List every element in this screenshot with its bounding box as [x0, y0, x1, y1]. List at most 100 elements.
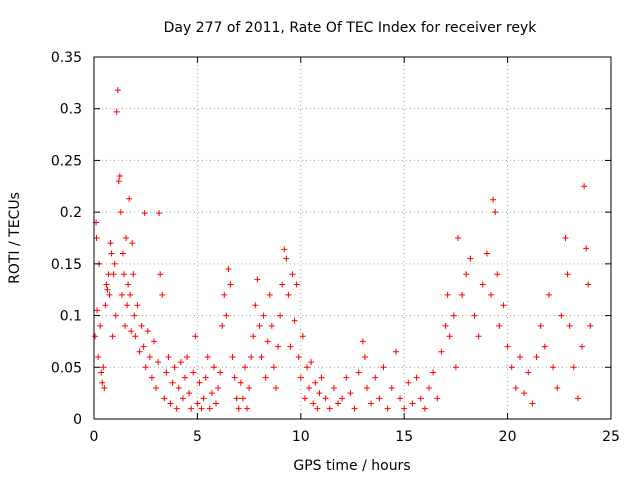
y-tick-label: 0.3 [60, 102, 82, 118]
data-point [130, 271, 137, 278]
y-axis-label: ROTI / TECUs [7, 192, 23, 284]
data-point [129, 240, 136, 247]
data-point [376, 395, 383, 402]
data-point [206, 405, 213, 412]
data-point [126, 195, 133, 202]
data-point [202, 374, 209, 381]
data-point [239, 395, 246, 402]
data-point [359, 338, 366, 345]
data-point [200, 395, 207, 402]
data-point [479, 281, 486, 288]
data-point [558, 312, 565, 319]
data-point [221, 291, 228, 298]
data-point [241, 364, 248, 371]
data-point [116, 172, 123, 179]
data-point [233, 395, 240, 402]
data-point [291, 317, 298, 324]
data-point [277, 312, 284, 319]
data-point [95, 353, 102, 360]
data-point [585, 281, 592, 288]
data-point [517, 353, 524, 360]
data-point [100, 364, 107, 371]
data-point [444, 291, 451, 298]
data-point [388, 384, 395, 391]
data-point [227, 281, 234, 288]
data-point [254, 276, 261, 283]
data-point [314, 405, 321, 412]
data-point [107, 240, 114, 247]
data-point [562, 235, 569, 241]
data-point [188, 405, 195, 412]
data-point [306, 384, 313, 391]
data-point [521, 390, 528, 397]
data-point [409, 400, 416, 407]
data-point [372, 374, 379, 381]
y-tick-label: 0 [73, 412, 82, 428]
data-point [272, 384, 279, 391]
data-point [508, 364, 515, 371]
data-point [335, 400, 342, 407]
data-point [541, 343, 548, 350]
data-point [123, 235, 130, 241]
data-point [94, 307, 101, 314]
data-point [471, 312, 478, 319]
data-point [237, 379, 244, 386]
x-tick-label: 20 [499, 429, 517, 445]
data-point [494, 271, 501, 278]
data-point [256, 322, 263, 329]
data-point [179, 395, 186, 402]
data-point [554, 384, 561, 391]
data-points [92, 87, 594, 412]
data-point [171, 364, 178, 371]
data-point [120, 271, 127, 278]
data-point [579, 343, 586, 350]
data-point [177, 359, 184, 366]
grid-lines [94, 57, 611, 419]
data-point [421, 405, 428, 412]
data-point [153, 384, 160, 391]
data-point [401, 405, 408, 412]
data-point [308, 359, 315, 366]
data-point [105, 271, 112, 278]
data-point [122, 322, 129, 329]
data-point [326, 405, 333, 412]
data-point [99, 379, 106, 386]
data-point [108, 250, 115, 257]
data-point [529, 400, 536, 407]
data-point [229, 353, 236, 360]
x-axis-label: GPS time / hours [293, 458, 410, 474]
data-point [109, 333, 116, 340]
data-point [186, 390, 193, 397]
data-point [392, 348, 399, 355]
data-point [330, 384, 337, 391]
data-point [426, 384, 433, 391]
data-point [213, 400, 220, 407]
data-point [181, 374, 188, 381]
data-point [97, 322, 104, 329]
data-point [119, 250, 126, 257]
data-point [118, 291, 125, 298]
plot-frame [93, 56, 612, 420]
data-point [190, 369, 197, 376]
data-point [175, 384, 182, 391]
data-point [173, 405, 180, 412]
data-point [98, 369, 105, 376]
data-point [144, 328, 151, 335]
data-point [492, 209, 499, 216]
x-axis-ticks: 0 5 10 15 20 25 [90, 57, 620, 445]
data-point [134, 302, 141, 309]
data-point [155, 359, 162, 366]
data-point [500, 302, 507, 309]
data-point [475, 333, 482, 340]
data-point [244, 405, 251, 412]
data-point [583, 245, 590, 252]
data-point [192, 333, 199, 340]
data-point [165, 353, 172, 360]
y-tick-label: 0.15 [51, 257, 82, 273]
data-point [430, 369, 437, 376]
data-point [235, 405, 242, 412]
data-point [488, 291, 495, 298]
data-point [285, 291, 292, 298]
data-point [397, 395, 404, 402]
